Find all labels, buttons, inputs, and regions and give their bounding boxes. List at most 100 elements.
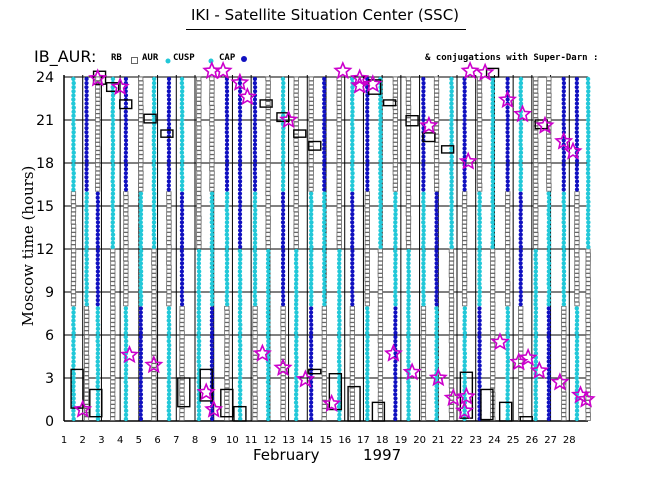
rb-square [449, 342, 455, 348]
rb-square [179, 334, 185, 339]
cusp-point [574, 371, 580, 377]
rb-square [377, 363, 383, 368]
cusp-point [280, 76, 286, 82]
rb-square [95, 138, 101, 143]
cusp-point [84, 228, 89, 233]
cap-point [252, 101, 258, 106]
cusp-point [237, 306, 243, 311]
rb-square [405, 236, 411, 241]
cusp-point [110, 121, 116, 127]
rb-square [433, 84, 440, 90]
rb-square [433, 142, 440, 147]
cap-point [308, 355, 314, 360]
cusp-point [84, 289, 89, 295]
cusp-point [209, 232, 215, 237]
cap-point [421, 93, 426, 98]
rb-square [449, 412, 455, 417]
rb-square [123, 285, 129, 290]
cusp-point [378, 146, 383, 151]
rb-square [546, 92, 552, 98]
rb-square [179, 408, 185, 413]
cusp-point [462, 367, 467, 372]
rb-square [461, 264, 468, 270]
rb-square [209, 121, 215, 127]
cap-point [280, 220, 286, 225]
cusp-point [280, 89, 286, 94]
rb-square [392, 174, 399, 180]
conjugation-star [350, 75, 370, 94]
rb-square [280, 318, 286, 323]
cusp-point [421, 211, 426, 217]
rb-square [349, 305, 355, 311]
cap-point [421, 101, 426, 106]
cap-point [237, 146, 243, 151]
cusp-point [281, 170, 286, 176]
rb-square [377, 260, 383, 266]
rb-square [84, 318, 90, 323]
cusp-point [533, 252, 538, 258]
rb-square [123, 281, 129, 286]
cusp-point [110, 244, 115, 250]
rb-square [546, 80, 552, 86]
cusp-point [95, 379, 100, 385]
rb-square [392, 170, 398, 176]
cusp-point [574, 379, 580, 385]
cusp-point [266, 248, 271, 254]
cusp-point [166, 404, 172, 409]
cusp-point [71, 80, 76, 86]
rb-square [490, 269, 496, 274]
rb-square [196, 187, 202, 192]
rb-square [585, 297, 591, 303]
cap-point [209, 416, 215, 422]
rb-square [196, 109, 202, 114]
cusp-point [505, 367, 510, 372]
rb-square [196, 178, 202, 184]
rb-square [321, 318, 327, 323]
rb-square [449, 297, 455, 303]
cusp-point [84, 224, 89, 229]
cusp-point [336, 379, 342, 385]
cusp-point [95, 355, 100, 360]
cap-point [505, 130, 510, 135]
rb-square [196, 211, 202, 217]
cusp-point [280, 138, 286, 143]
cusp-point [546, 232, 551, 237]
cusp-point [393, 216, 398, 221]
cusp-point [71, 310, 76, 315]
rb-square [123, 207, 129, 213]
rb-square [504, 277, 511, 282]
cusp-point [421, 232, 426, 237]
cusp-point [586, 158, 591, 164]
rb-square [377, 375, 383, 380]
rb-square [585, 314, 591, 319]
cusp-point [490, 207, 496, 213]
cusp-point [505, 318, 510, 323]
rb-square [308, 125, 314, 131]
cusp-point [151, 130, 157, 135]
rb-square [224, 383, 230, 389]
cap-point [505, 80, 510, 86]
cap-point [179, 203, 184, 209]
cusp-point [95, 338, 100, 344]
rb-square [574, 273, 580, 278]
cusp-point [585, 80, 591, 86]
rb-square [585, 305, 591, 311]
cusp-point [393, 240, 398, 246]
cap-point [280, 191, 286, 196]
rb-square [405, 215, 412, 221]
cusp-point [350, 101, 355, 106]
rb-square [151, 326, 157, 331]
cusp-point [71, 326, 76, 332]
cap-point [518, 203, 523, 209]
cusp-point [337, 248, 342, 254]
rb-square [461, 244, 468, 249]
rb-square [265, 240, 271, 245]
cap-point [309, 412, 314, 417]
rb-square [95, 88, 101, 94]
cap-point [209, 359, 215, 364]
rb-square [504, 232, 511, 237]
cusp-point [294, 379, 299, 385]
rb-square [420, 367, 426, 372]
cusp-point [546, 240, 552, 246]
cusp-point [71, 121, 76, 127]
